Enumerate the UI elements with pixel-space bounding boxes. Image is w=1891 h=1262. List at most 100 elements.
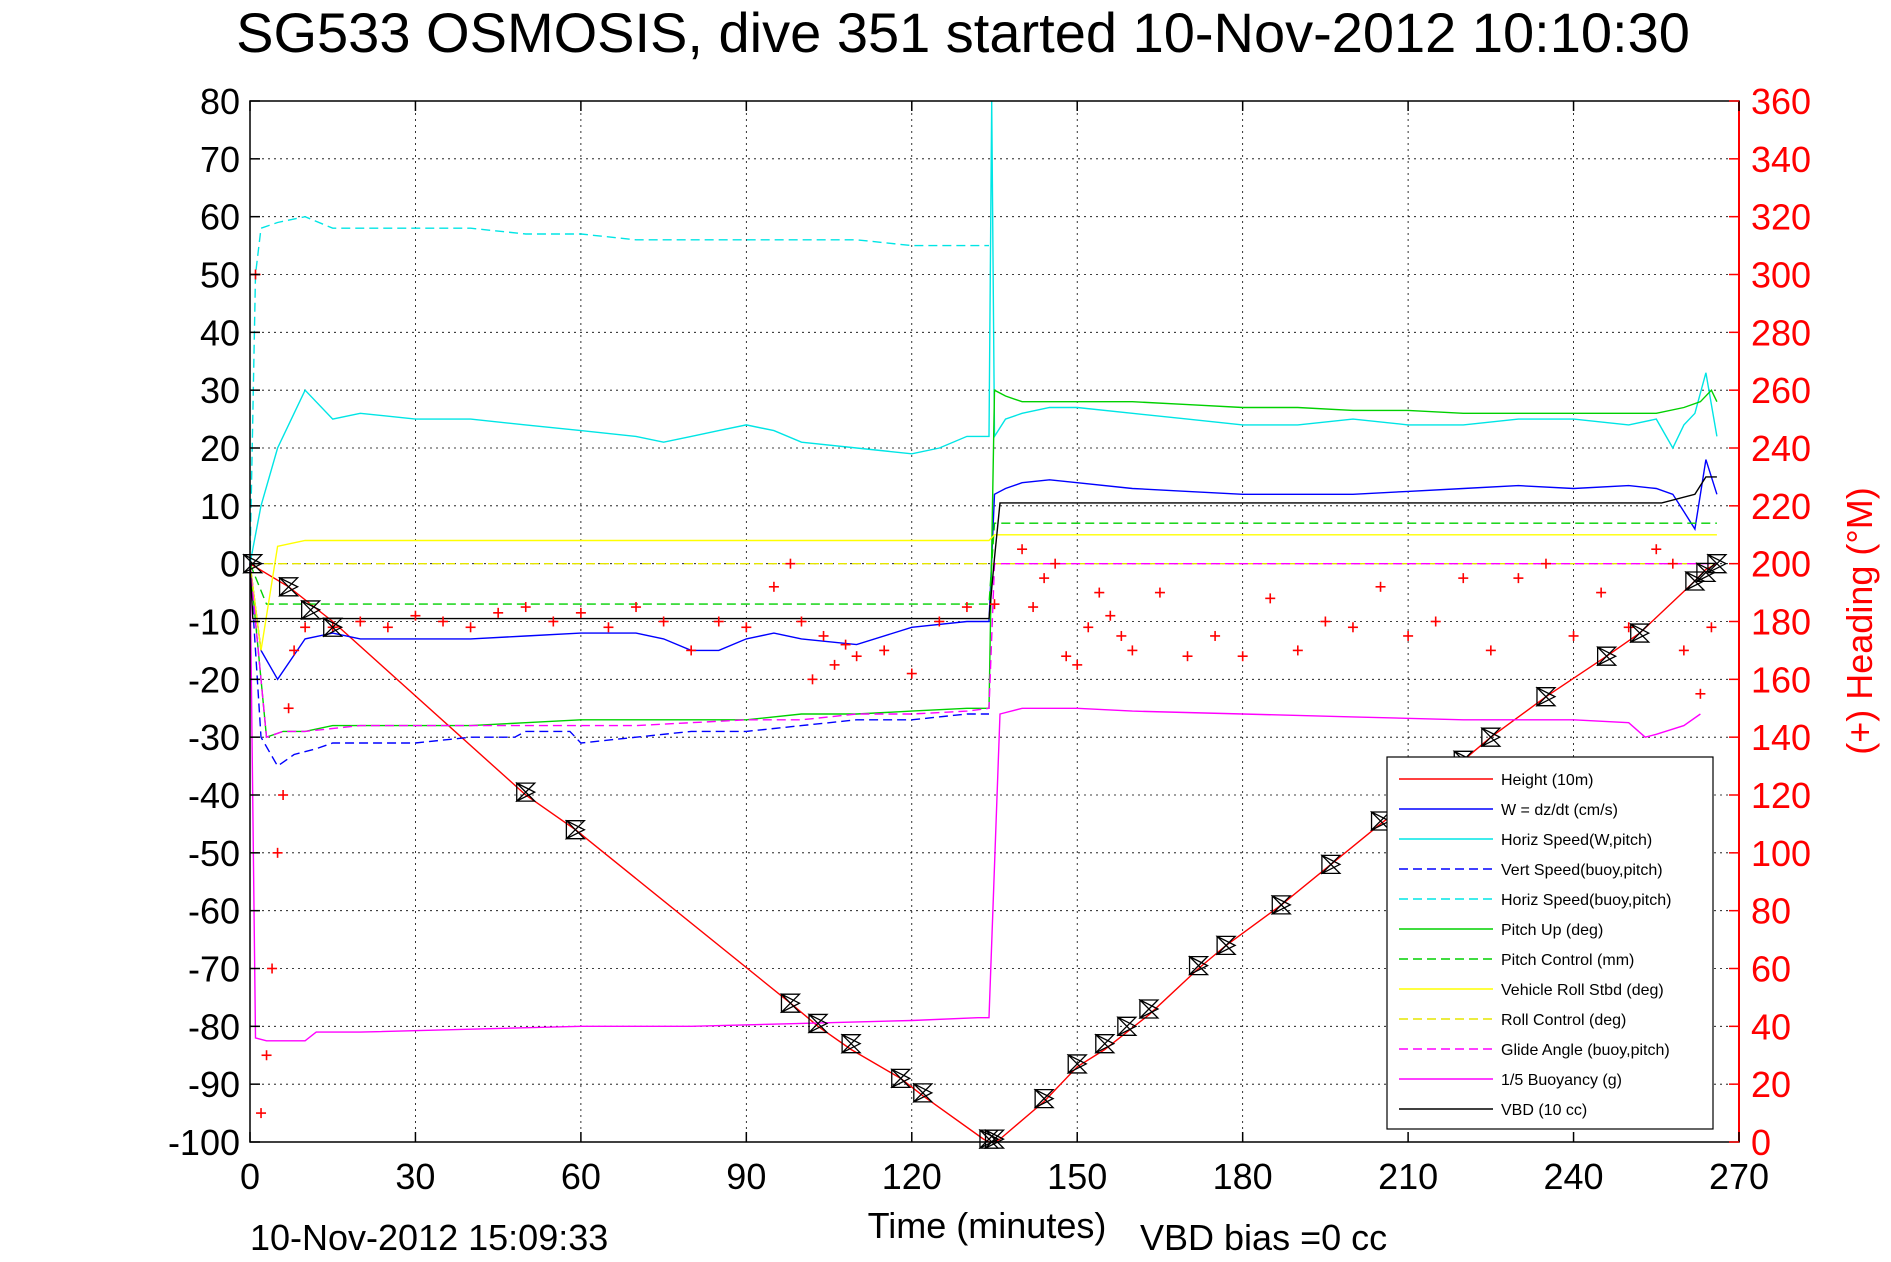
heading-point bbox=[1292, 645, 1303, 656]
x-tick-label: 90 bbox=[726, 1156, 766, 1197]
heading-point bbox=[465, 622, 476, 633]
height-marker bbox=[1629, 623, 1651, 644]
height-marker bbox=[1187, 955, 1210, 976]
height-marker bbox=[322, 617, 344, 638]
heading-point bbox=[283, 703, 294, 714]
heading-point bbox=[829, 659, 840, 670]
height-marker bbox=[1116, 1016, 1138, 1037]
heading-point bbox=[1667, 558, 1678, 569]
series-line-horiz-speed-w-pitch bbox=[249, 100, 1718, 564]
x-tick-label: 120 bbox=[882, 1156, 942, 1197]
heading-point bbox=[1127, 645, 1138, 656]
height-marker bbox=[1706, 553, 1728, 574]
height-marker bbox=[300, 599, 322, 620]
heading-point bbox=[631, 602, 642, 613]
heading-point bbox=[261, 1050, 272, 1061]
y2-tick-label: 60 bbox=[1751, 949, 1791, 990]
y2-tick-label: 180 bbox=[1751, 602, 1811, 643]
heading-point bbox=[785, 558, 796, 569]
heading-point bbox=[1210, 630, 1221, 641]
height-marker bbox=[890, 1068, 912, 1089]
heading-point bbox=[796, 616, 807, 627]
height-marker bbox=[1138, 998, 1160, 1020]
height-marker bbox=[912, 1082, 934, 1103]
legend-label: Height (10m) bbox=[1501, 772, 1593, 789]
heading-point bbox=[438, 616, 449, 627]
heading-point bbox=[289, 645, 300, 656]
y2-tick-label: 160 bbox=[1751, 659, 1811, 700]
legend-label: Roll Control (deg) bbox=[1501, 1012, 1626, 1029]
y2-tick-label: 40 bbox=[1751, 1006, 1791, 1047]
height-marker bbox=[1695, 562, 1717, 583]
heading-point bbox=[1061, 651, 1072, 662]
y2-tick-label: 120 bbox=[1751, 775, 1811, 816]
heading-point bbox=[658, 616, 669, 627]
y-tick-label: 80 bbox=[200, 81, 240, 122]
legend-label: W = dz/dt (cm/s) bbox=[1501, 802, 1618, 819]
heading-point bbox=[768, 581, 779, 592]
y2-tick-label: 240 bbox=[1751, 428, 1811, 469]
heading-point bbox=[1375, 581, 1386, 592]
series-line-glide-angle-buoy-pitch bbox=[249, 563, 1717, 739]
heading-point bbox=[989, 599, 1000, 610]
y2-tick-label: 200 bbox=[1751, 544, 1811, 585]
heading-point bbox=[840, 639, 851, 650]
height-marker bbox=[1369, 810, 1392, 832]
footer-vbd-bias: VBD bias =0 cc bbox=[1140, 1217, 1387, 1258]
series-line-pitch-control-mm bbox=[249, 522, 1717, 605]
y-tick-label: -100 bbox=[168, 1122, 240, 1163]
heading-point bbox=[575, 607, 586, 618]
heading-point bbox=[1596, 587, 1607, 598]
legend-label: Pitch Control (mm) bbox=[1501, 952, 1634, 969]
heading-point bbox=[256, 1108, 267, 1119]
legend-label: Horiz Speed(W,pitch) bbox=[1501, 832, 1652, 849]
heading-point bbox=[807, 674, 818, 685]
y2-axis-ticks: 3603403203002802602402202001801601401201… bbox=[1729, 81, 1811, 1163]
heading-point bbox=[818, 630, 829, 641]
x-tick-label: 0 bbox=[240, 1156, 260, 1197]
heading-point bbox=[493, 607, 504, 618]
y-tick-label: 50 bbox=[200, 255, 240, 296]
y-tick-label: 10 bbox=[200, 486, 240, 527]
x-tick-label: 210 bbox=[1378, 1156, 1438, 1197]
series-line-vehicle-roll-stbd-deg bbox=[249, 534, 1717, 651]
y-tick-label: -40 bbox=[188, 775, 240, 816]
heading-point bbox=[1083, 622, 1094, 633]
heading-point bbox=[1116, 630, 1127, 641]
x-tick-label: 30 bbox=[395, 1156, 435, 1197]
heading-point bbox=[272, 847, 283, 858]
heading-point bbox=[382, 622, 393, 633]
heading-point bbox=[879, 645, 890, 656]
y2-tick-label: 0 bbox=[1751, 1122, 1771, 1163]
height-marker bbox=[1215, 935, 1237, 956]
heading-point bbox=[1458, 573, 1469, 584]
heading-point bbox=[1695, 688, 1706, 699]
y-tick-label: 0 bbox=[220, 544, 240, 585]
height-marker bbox=[1684, 570, 1706, 592]
height-marker bbox=[1094, 1033, 1116, 1054]
y2-tick-label: 20 bbox=[1751, 1064, 1791, 1105]
y-axis-ticks: 80 70 60 50 40 30 20 10 0 -10 -20 -30 -40 -50 -60 -70 -8… bbox=[168, 81, 260, 1163]
height-marker bbox=[840, 1033, 862, 1054]
heading-point bbox=[1028, 602, 1039, 613]
x-tick-label: 180 bbox=[1213, 1156, 1273, 1197]
heading-point bbox=[1265, 593, 1276, 604]
x-tick-label: 240 bbox=[1544, 1156, 1604, 1197]
legend-label: Pitch Up (deg) bbox=[1501, 922, 1603, 939]
x-tick-label: 270 bbox=[1709, 1156, 1769, 1197]
y-tick-label: 70 bbox=[200, 139, 240, 180]
y2-tick-label: 360 bbox=[1751, 81, 1811, 122]
y2-tick-label: 220 bbox=[1751, 486, 1811, 527]
x-tick-label: 60 bbox=[561, 1156, 601, 1197]
y2-axis-label: (+) Heading (°M) bbox=[1839, 487, 1880, 754]
heading-point bbox=[1651, 544, 1662, 555]
heading-point bbox=[1430, 616, 1441, 627]
y-tick-label: -20 bbox=[188, 659, 240, 700]
footer-timestamp: 10-Nov-2012 15:09:33 bbox=[250, 1217, 608, 1258]
heading-point bbox=[603, 622, 614, 633]
heading-point bbox=[1485, 645, 1496, 656]
heading-point bbox=[410, 610, 421, 621]
heading-point bbox=[741, 622, 752, 633]
heading-point bbox=[961, 602, 972, 613]
height-marker bbox=[807, 1013, 829, 1034]
